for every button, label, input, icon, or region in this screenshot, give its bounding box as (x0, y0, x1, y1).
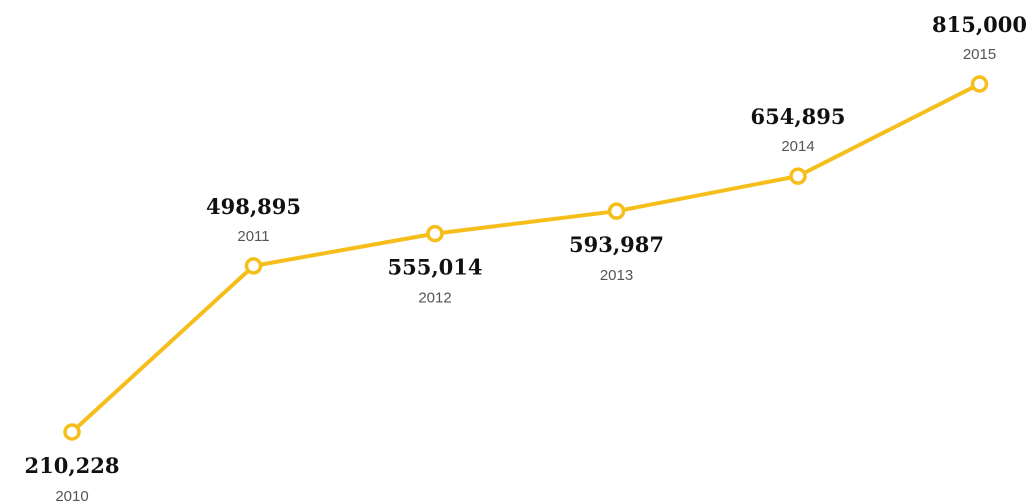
year-label-2015: 2015 (963, 46, 996, 63)
data-point-2011 (244, 257, 263, 275)
year-label-2014: 2014 (781, 138, 814, 155)
data-point-2013 (607, 202, 626, 220)
data-point-2012 (426, 224, 444, 243)
value-label-2012: 555,014 (388, 255, 483, 280)
data-point-2014 (789, 167, 807, 185)
year-label-2011: 2011 (237, 228, 269, 245)
value-label-2011: 498,895 (206, 194, 301, 219)
value-label-2013: 593,987 (569, 232, 664, 257)
value-label-2015: 815,000 (932, 12, 1027, 37)
value-label-2014: 654,895 (751, 104, 846, 129)
series-line (70, 82, 981, 434)
data-point-2015 (970, 75, 989, 93)
plot-area: 210,228 2010 498,895 2011 555,014 2012 593,987… (25, 12, 1027, 504)
year-label-2013: 2013 (600, 267, 633, 284)
data-point-2010 (63, 423, 81, 441)
year-label-2012: 2012 (418, 290, 451, 307)
year-label-2010: 2010 (55, 488, 88, 504)
value-label-2010: 210,228 (25, 453, 120, 478)
